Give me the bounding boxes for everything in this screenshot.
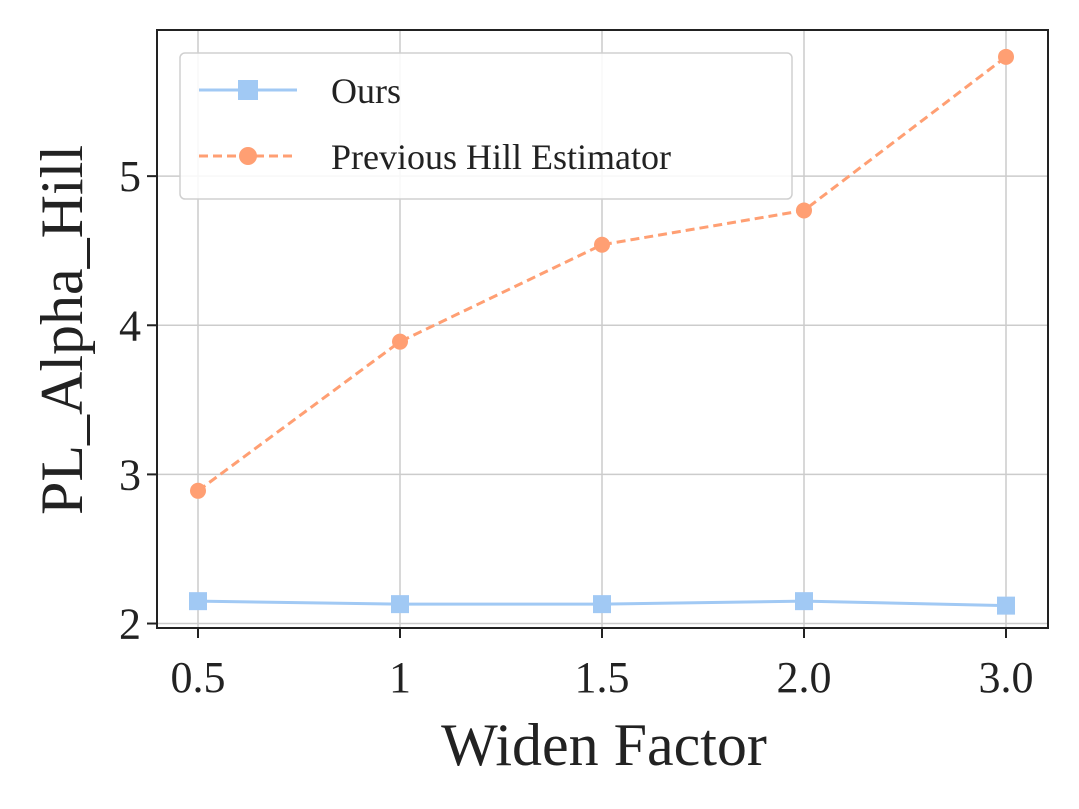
legend-box: [179, 52, 793, 200]
y-axis-label: PL_Alpha_Hill: [29, 145, 95, 515]
data-point-ours: [189, 592, 207, 611]
data-point-ours: [593, 595, 611, 614]
legend: Ours Previous Hill Estimator: [179, 52, 793, 200]
legend-label-previous-hill-estimator: Previous Hill Estimator: [331, 137, 671, 177]
y-tick-label: 3: [119, 450, 141, 499]
y-tick-label: 4: [119, 301, 141, 350]
x-tick-label: 1: [389, 653, 411, 702]
data-point-ours: [795, 592, 813, 611]
ticks: 0.5 1 1.5 2.0 3.0 2 3 4 5: [119, 152, 1034, 702]
legend-entry-previous-hill-estimator: Previous Hill Estimator: [199, 137, 671, 177]
data-point-previous-hill-estimator: [594, 236, 610, 253]
y-tick-label: 2: [119, 600, 141, 649]
series-line-previous-hill-estimator: [197, 55, 1007, 493]
data-point-ours: [391, 595, 409, 614]
y-tick-label: 5: [119, 152, 141, 201]
legend-marker-previous-hill-estimator: [239, 147, 257, 165]
series-layer: [189, 48, 1015, 615]
x-tick-label: 3.0: [979, 653, 1034, 702]
data-point-previous-hill-estimator: [796, 202, 812, 219]
data-point-previous-hill-estimator: [190, 482, 206, 499]
x-axis-label: Widen Factor: [441, 712, 767, 778]
x-tick-label: 1.5: [575, 653, 630, 702]
data-point-previous-hill-estimator: [392, 333, 408, 350]
legend-label-ours: Ours: [331, 71, 401, 111]
x-tick-label: 2.0: [777, 653, 832, 702]
data-point-ours: [997, 596, 1015, 615]
data-point-previous-hill-estimator: [998, 48, 1014, 65]
legend-marker-ours: [238, 80, 258, 100]
legend-entry-ours: Ours: [199, 71, 401, 111]
x-tick-label: 0.5: [171, 653, 226, 702]
